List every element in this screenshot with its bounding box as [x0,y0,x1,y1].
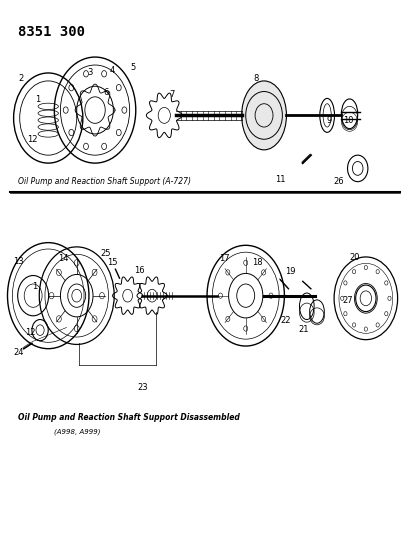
Text: 5: 5 [130,63,135,72]
Text: 21: 21 [298,325,308,334]
Text: 8: 8 [253,74,258,83]
Text: 4: 4 [109,66,115,75]
Text: 14: 14 [58,254,68,263]
Ellipse shape [241,81,286,150]
Text: 1: 1 [32,282,37,291]
Text: 22: 22 [280,316,290,325]
Text: 17: 17 [219,254,229,263]
Text: 15: 15 [107,259,117,267]
Text: 23: 23 [137,383,148,392]
Text: 1: 1 [34,95,40,104]
Text: 27: 27 [342,296,352,305]
Text: 9: 9 [326,116,331,125]
Text: 6: 6 [103,88,109,97]
Text: 26: 26 [333,177,343,186]
Text: 19: 19 [285,268,295,276]
Text: 10: 10 [342,116,353,125]
Text: 8351 300: 8351 300 [18,25,85,39]
Text: 3: 3 [87,68,92,77]
Text: Oil Pump and Reaction Shaft Support (A-727): Oil Pump and Reaction Shaft Support (A-7… [18,177,190,187]
Text: 25: 25 [100,249,110,258]
Text: 12: 12 [25,328,36,337]
Text: 12: 12 [27,135,37,144]
Text: 11: 11 [274,174,285,183]
Text: 16: 16 [133,266,144,275]
Text: 18: 18 [251,258,262,266]
Text: Oil Pump and Reaction Shaft Support Disassembled: Oil Pump and Reaction Shaft Support Disa… [18,413,239,422]
Text: 24: 24 [13,348,24,357]
Text: 13: 13 [13,257,24,265]
Text: 2: 2 [18,74,23,83]
Text: (A998, A999): (A998, A999) [54,429,101,435]
Text: 7: 7 [169,90,174,99]
Text: 20: 20 [349,253,359,262]
